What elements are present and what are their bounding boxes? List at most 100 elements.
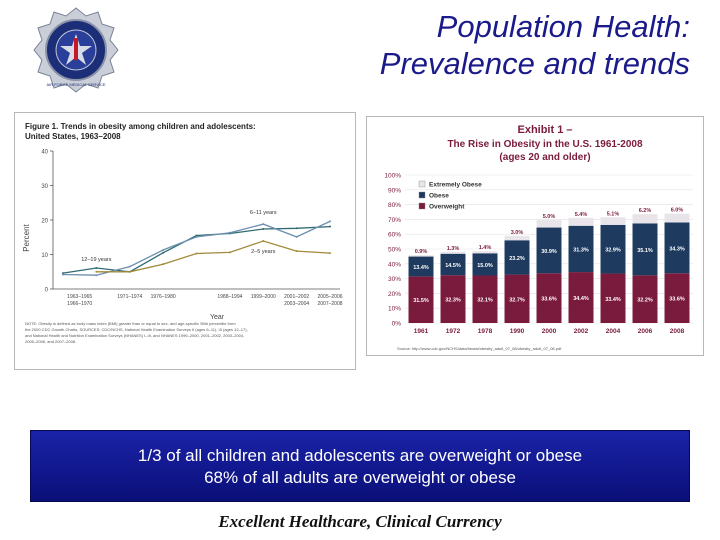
bar-value-label: 23.2% [509,256,525,262]
bar-value-label: 13.4% [413,265,429,271]
series-point [62,272,64,275]
bar-segment [440,275,466,323]
y-tick-label: 40% [388,261,401,268]
series-point [295,250,298,253]
series-point [295,235,298,238]
series-line [96,240,331,273]
bar-segment [664,213,690,223]
series-point [95,266,98,269]
series-point [195,252,198,255]
series-label: 12–19 years [81,257,112,263]
y-tick-label: 10% [388,306,401,313]
air-force-medical-service-logo: AIR FORCE MEDICAL SERVICE [33,7,119,93]
series-point [329,252,331,255]
bar-value-label: 3.0% [511,230,524,236]
exhibit-title: Exhibit 1 – [517,124,572,136]
banner-children-stat: 1/3 of all children and adolescents are … [137,446,583,465]
x-tick-label: 1990 [510,328,525,335]
y-tick-label: 50% [388,247,401,254]
logo-lettering: AIR FORCE MEDICAL SERVICE [46,82,105,87]
banner-adults-stat: 68% of all adults are overweight or obes… [204,468,516,487]
x-tick-label: 2004 [606,328,621,335]
slide-title-line1: Population Health: [436,9,690,44]
legend-swatch [418,202,426,210]
bar-segment [600,224,626,274]
series-label: 2–5 years [251,249,275,255]
series-point [95,274,98,277]
series-point [95,270,98,273]
chart-note-line: the 2000 CDC Growth Charts. SOURCES: CDC… [25,327,248,332]
x-tick-label: 2002 [574,328,589,335]
legend-swatch [418,180,426,188]
bar-value-label: 34.3% [669,246,685,252]
bar-segment [440,251,466,254]
slide-title: Population Health: Prevalence and trends [170,8,690,82]
series-point [262,227,265,230]
bar-segment [504,274,530,323]
y-tick-label: 30 [41,184,48,190]
bar-segment [408,276,434,323]
bar-segment [504,235,530,241]
bar-segment [536,227,562,274]
bar-value-label: 35.1% [637,248,653,254]
bar-segment [664,273,690,323]
series-line [62,225,331,274]
series-point [162,251,165,254]
x-tick-label: 2006 [638,328,653,335]
bar-segment [472,251,498,254]
bar-segment [632,223,658,276]
y-tick-label: 100% [384,173,401,180]
bar-value-label: 33.6% [541,297,557,303]
series-point [62,273,64,276]
x-tick-label: 2007–2008 [317,301,342,307]
x-tick-label: 1963–1965 [67,294,92,300]
bar-value-label: 0.9% [415,249,428,255]
y-tick-label: 80% [388,202,401,209]
series-label: 6–11 years [250,210,277,216]
bar-value-label: 32.7% [509,297,525,303]
x-tick-label: 1966–1970 [67,301,92,307]
x-tick-label: 1972 [446,328,461,335]
x-tick-label: 1999–2000 [251,294,276,300]
child-obesity-chart-panel: Figure 1. Trends in obesity among childr… [14,112,356,370]
series-line [62,220,331,276]
series-point [128,265,131,268]
x-tick-label: 1988–1994 [217,294,242,300]
chart-note-line: 2005–2006, and 2007–2008. [25,339,76,344]
chart-note-line: NOTE: Obesity is defined as body mass in… [25,321,236,326]
series-point [195,234,198,237]
bar-value-label: 1.4% [479,245,492,251]
bar-value-label: 14.5% [445,263,461,269]
x-tick-label: 2005–2006 [317,294,342,300]
series-point [228,231,231,234]
bar-segment [632,214,658,224]
y-tick-label: 70% [388,217,401,224]
series-point [228,251,231,254]
bar-value-label: 32.9% [605,248,621,254]
chart-note-line: and National Health and Nutrition Examin… [25,333,244,338]
bar-segment [568,217,594,226]
bar-value-label: 5.0% [543,214,556,220]
series-point [262,240,265,243]
bar-segment [632,275,658,323]
y-tick-label: 20 [41,219,48,225]
bar-segment [504,240,530,275]
x-tick-label: 2003–2004 [284,301,309,307]
chart-source: Source: http://www.cdc.gov/NCHS/data/hes… [397,346,562,351]
series-point [195,235,198,238]
y-tick-label: 20% [388,291,401,298]
bar-value-label: 5.1% [607,211,620,217]
summary-banner: 1/3 of all children and adolescents are … [30,430,690,502]
bar-segment [440,253,466,276]
series-point [295,227,298,230]
series-point [262,223,265,226]
bar-segment [600,273,626,323]
y-axis-label: Percent [22,223,31,251]
x-tick-label: 1978 [478,328,493,335]
y-tick-label: 10 [41,253,48,259]
bar-value-label: 15.0% [477,263,493,269]
bar-value-label: 6.2% [639,208,652,214]
y-tick-label: 60% [388,232,401,239]
bar-value-label: 34.4% [573,296,589,302]
y-tick-label: 0 [45,288,49,294]
